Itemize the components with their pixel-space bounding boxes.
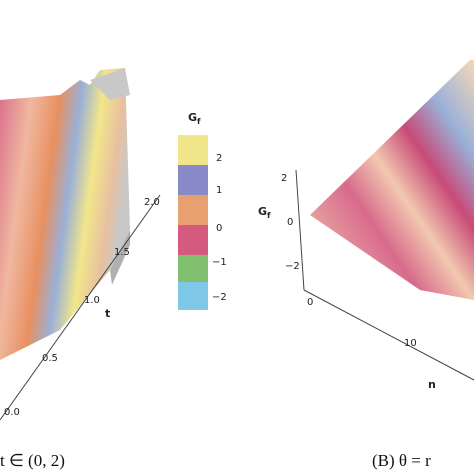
t-tick: 1.5	[114, 247, 130, 258]
n-tick: 0	[307, 297, 313, 308]
n-tick: 10	[404, 338, 417, 349]
color-band	[178, 282, 208, 310]
colorbar-tick: −2	[212, 292, 227, 303]
colorbar-label: Gf	[188, 111, 201, 126]
colorbar-tick: 2	[216, 153, 222, 164]
g-tick: −2	[285, 261, 300, 272]
colorbar-tick: 1	[216, 185, 222, 196]
caption: (B) θ = r	[372, 451, 431, 470]
n-label: n	[428, 378, 436, 391]
color-band	[178, 165, 208, 195]
surface-edge	[90, 68, 130, 100]
right-plot: 2 0 −2 Gf 0 10 n (B) θ = r	[258, 60, 474, 470]
caption: t ∈ (0, 2)	[0, 451, 65, 470]
t-tick: 0.5	[42, 353, 58, 364]
colorbar-tick: 0	[216, 223, 222, 234]
t-axis	[0, 194, 161, 421]
t-tick: 2.0	[144, 197, 160, 208]
g-tick: 0	[287, 217, 293, 228]
surface	[310, 60, 474, 300]
left-plot: 2.0 1.5 1.0 0.5 0.0 t t ∈ (0, 2)	[0, 68, 161, 470]
t-tick: 1.0	[84, 295, 100, 306]
g-tick: 2	[281, 173, 287, 184]
t-tick: 0.0	[4, 407, 20, 418]
n-axis	[303, 289, 474, 381]
t-label: t	[105, 307, 110, 320]
surface	[0, 68, 130, 360]
color-band	[178, 135, 208, 165]
colorbar: Gf 2 1 0 −1 −2	[178, 111, 227, 310]
color-band	[178, 195, 208, 225]
g-axis	[295, 169, 305, 291]
colorbar-tick: −1	[212, 257, 227, 268]
g-label: Gf	[258, 205, 271, 220]
color-band	[178, 225, 208, 255]
color-band	[178, 255, 208, 282]
